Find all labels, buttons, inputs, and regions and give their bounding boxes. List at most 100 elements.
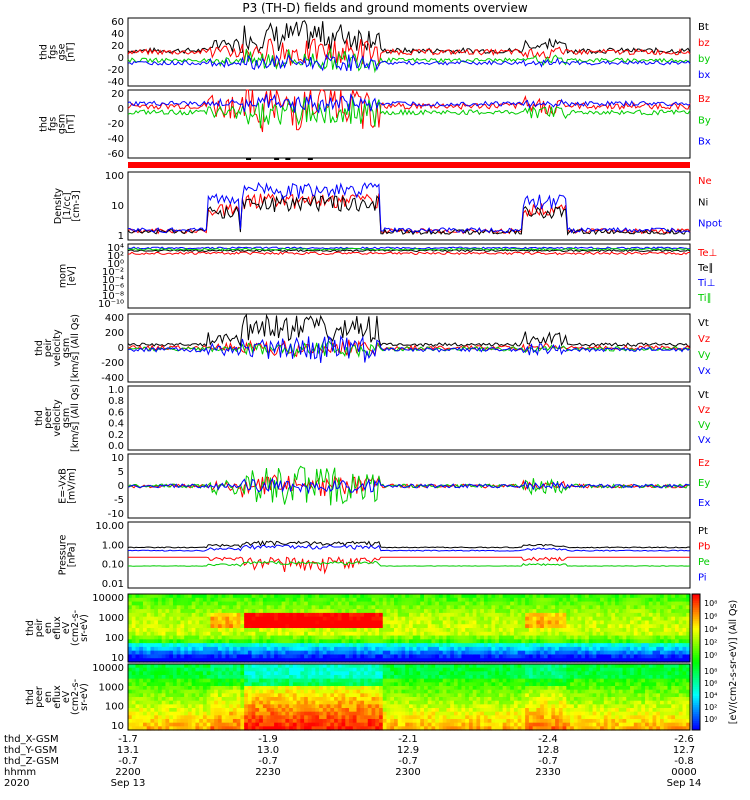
heatmap-cell [543,664,549,669]
heatmap-cell [349,708,354,713]
heatmap-cell [311,675,316,680]
heatmap-cell [461,726,466,731]
heatmap-cell [570,597,575,603]
heatmap-cell [633,631,639,637]
heatmap-cell [517,628,522,633]
heatmap-cell [221,700,227,705]
heatmap-cell [551,726,556,731]
heatmap-cell [277,628,283,633]
heatmap-cell [453,612,459,618]
heatmap-cell [465,671,470,676]
heatmap-cell [236,654,241,659]
heatmap-cell [379,628,384,633]
heatmap-cell [214,711,219,716]
heatmap-cell [626,635,631,640]
heatmap-cell [510,711,515,716]
heatmap-cell [326,697,331,702]
heatmap-cell [442,597,448,603]
heatmap-cell [637,620,642,625]
heatmap-cell [491,620,496,625]
y-axis-label: thdpeirenefluxeV(cm2-s-sr-eV) [25,610,90,646]
heatmap-cell [630,635,635,640]
heatmap-cell [315,686,320,691]
heatmap-cell [626,609,631,614]
heatmap-cell [349,624,354,629]
heatmap-cell [457,650,463,656]
heatmap-cell [390,650,395,656]
heatmap-cell [135,719,140,724]
heatmap-cell [285,711,290,716]
heatmap-cell [187,664,193,669]
heatmap-cell [128,631,133,637]
heatmap-cell [551,700,556,705]
heatmap-cell [349,639,354,644]
heatmap-cell [266,597,271,603]
heatmap-cell [165,726,170,731]
heatmap-cell [648,635,654,640]
heatmap-cell [431,682,436,687]
heatmap-cell [543,639,549,644]
y-tick-label: 10⁻¹⁰ [98,299,124,310]
heatmap-cell [645,605,650,610]
heatmap-cell [244,650,249,656]
heatmap-cell [255,704,260,709]
heatmap-cell [513,697,519,702]
heatmap-cell [382,693,388,698]
heatmap-cell [420,616,425,622]
heatmap-cell [498,719,504,724]
legend-entry: Vz [698,405,710,416]
heatmap-cell [255,628,260,633]
heatmap-cell [259,700,264,705]
heatmap-cell [510,678,515,683]
heatmap-cell [427,628,433,633]
heatmap-cell [180,700,185,705]
heatmap-cell [551,664,556,669]
heatmap-cell [468,682,474,687]
heatmap-cell [536,708,541,713]
heatmap-cell [405,722,410,727]
heatmap-cell [172,675,178,680]
heatmap-cell [543,675,549,680]
heatmap-cell [131,635,137,640]
heatmap-cell [334,711,339,716]
heatmap-cell [244,675,249,680]
heatmap-cell [375,667,380,672]
heatmap-cell [667,646,672,652]
heatmap-cell [285,605,290,610]
heatmap-cell [255,646,260,652]
heatmap-cell [334,686,339,691]
heatmap-cell [442,667,448,672]
heatmap-cell [397,601,403,606]
heatmap-cell [401,605,406,610]
heatmap-cell [165,650,170,656]
heatmap-cell [472,605,478,610]
heatmap-cell [521,601,526,606]
heatmap-cell [367,658,373,663]
heatmap-cell [663,646,669,652]
heatmap-cell [232,609,238,614]
heatmap-cell [521,715,526,720]
heatmap-cell [498,594,504,599]
heatmap-cell [652,597,657,603]
heatmap-cell [600,612,605,618]
heatmap-cell [229,658,234,663]
heatmap-cell [585,650,590,656]
heatmap-cell [255,682,260,687]
heatmap-cell [382,631,388,637]
heatmap-cell [686,597,691,603]
heatmap-cell [397,643,403,648]
heatmap-cell [131,612,137,618]
heatmap-cell [232,650,238,656]
heatmap-cell [461,704,466,709]
heatmap-cell [150,675,155,680]
heatmap-cell [611,620,616,625]
heatmap-cell [274,612,279,618]
heatmap-cell [682,646,687,652]
heatmap-cell [326,719,331,724]
heatmap-cell [450,635,455,640]
heatmap-cell [210,667,215,672]
heatmap-cell [210,708,215,713]
heatmap-cell [585,605,590,610]
heatmap-cell [468,609,474,614]
heatmap-cell [225,635,230,640]
